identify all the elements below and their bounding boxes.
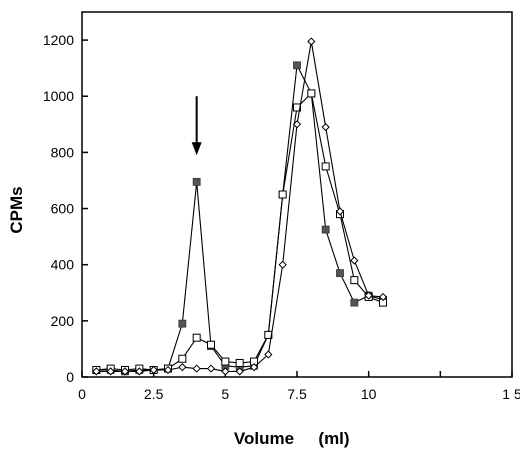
data-point <box>135 367 144 376</box>
data-point <box>335 207 345 216</box>
y-axis-title: CPMs <box>7 186 26 233</box>
x-tick-label: 7.5 <box>287 386 307 402</box>
series-line <box>96 92 384 371</box>
arrow-head <box>191 142 202 156</box>
y-tick-label: 200 <box>51 313 75 329</box>
data-point <box>350 256 359 265</box>
data-point <box>249 363 259 372</box>
data-point <box>163 365 173 375</box>
data-point <box>192 364 201 373</box>
series-2 <box>92 89 387 374</box>
series-line <box>96 63 384 372</box>
data-point <box>350 298 359 307</box>
series-line <box>96 41 384 372</box>
data-point <box>235 358 244 367</box>
data-point <box>178 363 187 372</box>
data-point <box>321 225 330 234</box>
x-tick-label: 2.5 <box>144 386 164 402</box>
data-point <box>120 367 130 376</box>
data-point <box>92 367 101 376</box>
plot-area <box>92 37 388 376</box>
data-point <box>307 89 316 98</box>
x-axis-title: Volume <box>234 429 294 448</box>
data-point <box>278 190 287 199</box>
data-point <box>192 177 201 186</box>
x-tick-label: 1 5 <box>502 386 520 402</box>
data-point <box>178 354 187 363</box>
data-point <box>364 291 373 300</box>
data-point <box>321 123 330 132</box>
y-tick-label: 0 <box>66 369 74 385</box>
x-axis-unit: (ml) <box>318 429 349 448</box>
x-tick-label: 10 <box>361 386 377 402</box>
y-tick-label: 1000 <box>43 88 74 104</box>
data-point <box>221 367 230 376</box>
data-point <box>293 61 301 70</box>
data-point <box>207 340 215 349</box>
x-tick-label: 0 <box>78 386 86 402</box>
series-3 <box>92 37 388 376</box>
data-point <box>206 364 216 373</box>
data-point <box>235 367 244 376</box>
data-point <box>350 276 359 285</box>
y-tick-label: 400 <box>51 257 75 273</box>
data-point <box>264 350 273 359</box>
y-tick-label: 800 <box>51 144 75 160</box>
annotations <box>191 96 202 156</box>
y-tick-label: 600 <box>51 201 75 217</box>
data-point <box>192 333 201 342</box>
data-point <box>221 357 230 366</box>
data-point <box>336 269 344 278</box>
data-point <box>178 319 187 328</box>
data-point <box>307 37 316 46</box>
data-point <box>149 365 158 375</box>
data-point <box>378 292 388 302</box>
data-point <box>106 367 115 376</box>
data-point <box>278 260 287 269</box>
axes: 0 200 400 600 800 1000 1200 0 2.5 5 7.5 10 1 5 <box>43 11 520 402</box>
x-tick-label: 5 <box>221 386 229 402</box>
data-point <box>321 162 330 171</box>
data-point <box>292 120 302 129</box>
data-point <box>293 103 301 112</box>
y-tick-label: 1200 <box>43 32 74 48</box>
